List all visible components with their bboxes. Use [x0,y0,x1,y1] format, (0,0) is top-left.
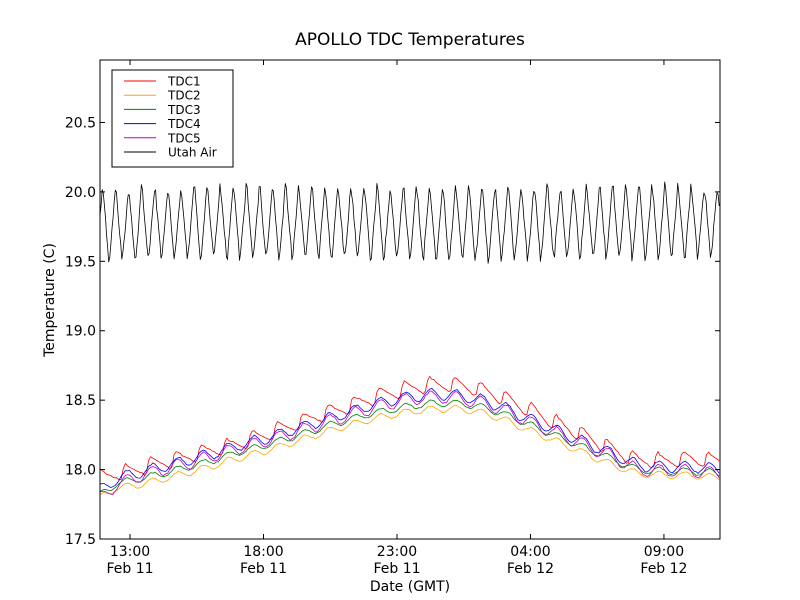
x-tick-label-date: Feb 11 [373,561,420,577]
x-tick-label-time: 23:00 [377,544,417,560]
series-line-tdc1 [99,375,720,481]
y-axis-label: Temperature (C) [42,243,58,358]
y-tick-label: 18.0 [65,463,96,479]
series-layer [99,181,720,496]
y-tick-label: 19.5 [65,254,96,270]
x-tick-label-date: Feb 11 [240,561,287,577]
series-line-utah-air [99,181,720,264]
legend-label: Utah Air [168,146,217,160]
legend-label: TDC5 [167,131,201,145]
series-line-tdc4 [99,388,720,488]
plot-frame [99,59,721,540]
y-tick-label: 17.5 [65,532,96,548]
y-tick-label: 19.0 [65,324,96,340]
series-line-tdc5 [99,390,720,496]
legend-label: TDC3 [167,103,201,117]
legend-label: TDC1 [167,75,201,89]
x-tick-label-time: 18:00 [243,544,283,560]
legend-label: TDC4 [167,117,201,131]
chart-title: APOLLO TDC Temperatures [295,30,525,50]
x-tick-label-date: Feb 12 [640,561,687,577]
y-tick-label: 20.0 [65,185,96,201]
legend-box [111,69,234,168]
y-tick-label: 18.5 [65,393,96,409]
x-tick-label-date: Feb 12 [507,561,554,577]
y-tick-labels: 17.5 18.0 18.5 19.0 19.5 20.0 20.5 [65,115,96,548]
x-tick-label-time: 04:00 [510,544,550,560]
legend-label: TDC2 [167,89,201,103]
x-axis-label: Date (GMT) [370,579,450,595]
series-line-tdc3 [99,399,720,492]
series-line-tdc2 [99,404,720,496]
ticks-layer [100,60,720,540]
x-tick-label-date: Feb 11 [107,561,154,577]
y-tick-label: 20.5 [65,115,96,131]
x-tick-label-time: 09:00 [644,544,684,560]
x-tick-label-time: 13:00 [110,544,150,560]
